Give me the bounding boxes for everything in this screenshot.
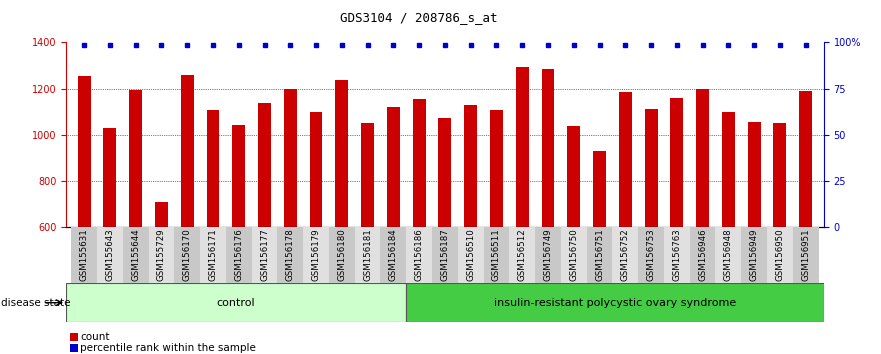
Text: GSM156763: GSM156763: [672, 228, 681, 281]
Bar: [336, 80, 348, 227]
Bar: [509, 227, 535, 283]
Bar: [406, 227, 432, 283]
Bar: [233, 125, 245, 227]
Bar: [200, 227, 226, 283]
Text: GSM155631: GSM155631: [79, 228, 89, 281]
Bar: [130, 90, 142, 227]
Bar: [355, 227, 381, 283]
Text: GSM155644: GSM155644: [131, 228, 140, 281]
Bar: [664, 227, 690, 283]
Text: GSM156171: GSM156171: [209, 228, 218, 281]
Bar: [122, 227, 149, 283]
Text: GSM156752: GSM156752: [621, 228, 630, 281]
Text: GSM156176: GSM156176: [234, 228, 243, 281]
Text: GSM156749: GSM156749: [544, 228, 552, 281]
Bar: [361, 123, 374, 227]
Text: GSM156186: GSM156186: [415, 228, 424, 281]
Bar: [567, 126, 581, 227]
Bar: [542, 69, 554, 227]
Text: insulin-resistant polycystic ovary syndrome: insulin-resistant polycystic ovary syndr…: [493, 298, 736, 308]
Bar: [638, 227, 664, 283]
Bar: [793, 227, 818, 283]
Bar: [593, 151, 606, 227]
Bar: [258, 103, 271, 227]
Bar: [303, 227, 329, 283]
Bar: [741, 227, 767, 283]
Bar: [722, 112, 735, 227]
Text: GSM155643: GSM155643: [106, 228, 115, 281]
Text: GSM156178: GSM156178: [285, 228, 295, 281]
Bar: [484, 227, 509, 283]
Bar: [618, 92, 632, 227]
Bar: [412, 99, 426, 227]
Bar: [748, 122, 760, 227]
Bar: [155, 202, 168, 227]
Text: GSM156753: GSM156753: [647, 228, 655, 281]
Bar: [174, 227, 200, 283]
Text: GSM156751: GSM156751: [595, 228, 604, 281]
Bar: [515, 67, 529, 227]
Text: GSM156951: GSM156951: [801, 228, 811, 281]
Bar: [66, 283, 406, 322]
Text: disease state: disease state: [1, 298, 70, 308]
Bar: [181, 75, 194, 227]
Text: percentile rank within the sample: percentile rank within the sample: [80, 343, 256, 353]
Bar: [71, 227, 97, 283]
Text: GSM156184: GSM156184: [389, 228, 398, 281]
Bar: [406, 283, 824, 322]
Bar: [432, 227, 458, 283]
Text: GSM155729: GSM155729: [157, 228, 166, 281]
Text: GSM156180: GSM156180: [337, 228, 346, 281]
Bar: [206, 110, 219, 227]
Bar: [439, 119, 451, 227]
Bar: [97, 227, 122, 283]
Bar: [387, 107, 400, 227]
Bar: [690, 227, 715, 283]
Bar: [696, 88, 709, 227]
Bar: [587, 227, 612, 283]
Bar: [309, 112, 322, 227]
Bar: [458, 227, 484, 283]
Text: GSM156948: GSM156948: [724, 228, 733, 281]
Text: GSM156510: GSM156510: [466, 228, 475, 281]
Bar: [535, 227, 561, 283]
Bar: [561, 227, 587, 283]
Bar: [284, 88, 297, 227]
Text: GSM156511: GSM156511: [492, 228, 501, 281]
Bar: [767, 227, 793, 283]
Bar: [329, 227, 355, 283]
Text: GSM156949: GSM156949: [750, 228, 759, 281]
Bar: [103, 128, 116, 227]
Bar: [612, 227, 638, 283]
Bar: [381, 227, 406, 283]
Text: GSM156946: GSM156946: [698, 228, 707, 281]
Text: GSM156170: GSM156170: [182, 228, 192, 281]
Bar: [670, 98, 684, 227]
Bar: [490, 110, 503, 227]
Bar: [252, 227, 278, 283]
Text: GSM156187: GSM156187: [440, 228, 449, 281]
Bar: [278, 227, 303, 283]
Text: GSM156179: GSM156179: [312, 228, 321, 281]
Text: GSM156950: GSM156950: [775, 228, 784, 281]
Text: count: count: [80, 332, 109, 342]
Bar: [464, 105, 478, 227]
Bar: [226, 227, 252, 283]
Text: GSM156181: GSM156181: [363, 228, 372, 281]
Text: GSM156177: GSM156177: [260, 228, 269, 281]
Bar: [645, 109, 657, 227]
Bar: [715, 227, 741, 283]
Text: GSM156750: GSM156750: [569, 228, 578, 281]
Bar: [774, 123, 787, 227]
Bar: [149, 227, 174, 283]
Bar: [799, 91, 812, 227]
Text: GSM156512: GSM156512: [518, 228, 527, 281]
Text: control: control: [217, 298, 255, 308]
Bar: [78, 76, 91, 227]
Text: GDS3104 / 208786_s_at: GDS3104 / 208786_s_at: [340, 11, 497, 24]
